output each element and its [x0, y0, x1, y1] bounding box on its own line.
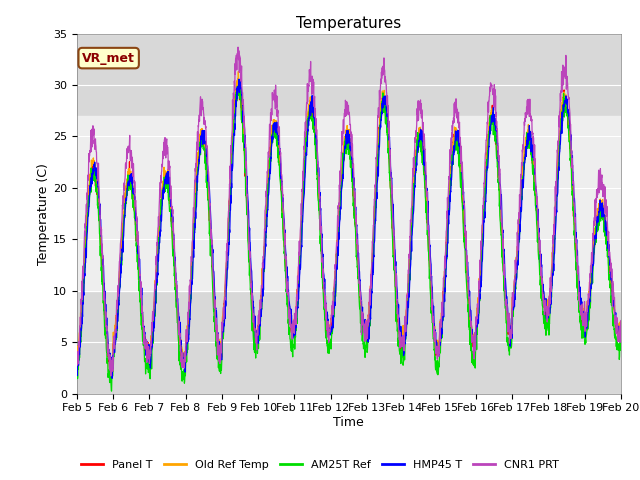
Bar	[77, 116, 621, 291]
Y-axis label: Temperature (C): Temperature (C)	[37, 163, 50, 264]
X-axis label: Time: Time	[333, 416, 364, 429]
Title: Temperatures: Temperatures	[296, 16, 401, 31]
Legend: Panel T, Old Ref Temp, AM25T Ref, HMP45 T, CNR1 PRT: Panel T, Old Ref Temp, AM25T Ref, HMP45 …	[77, 456, 563, 474]
Text: VR_met: VR_met	[82, 51, 135, 65]
